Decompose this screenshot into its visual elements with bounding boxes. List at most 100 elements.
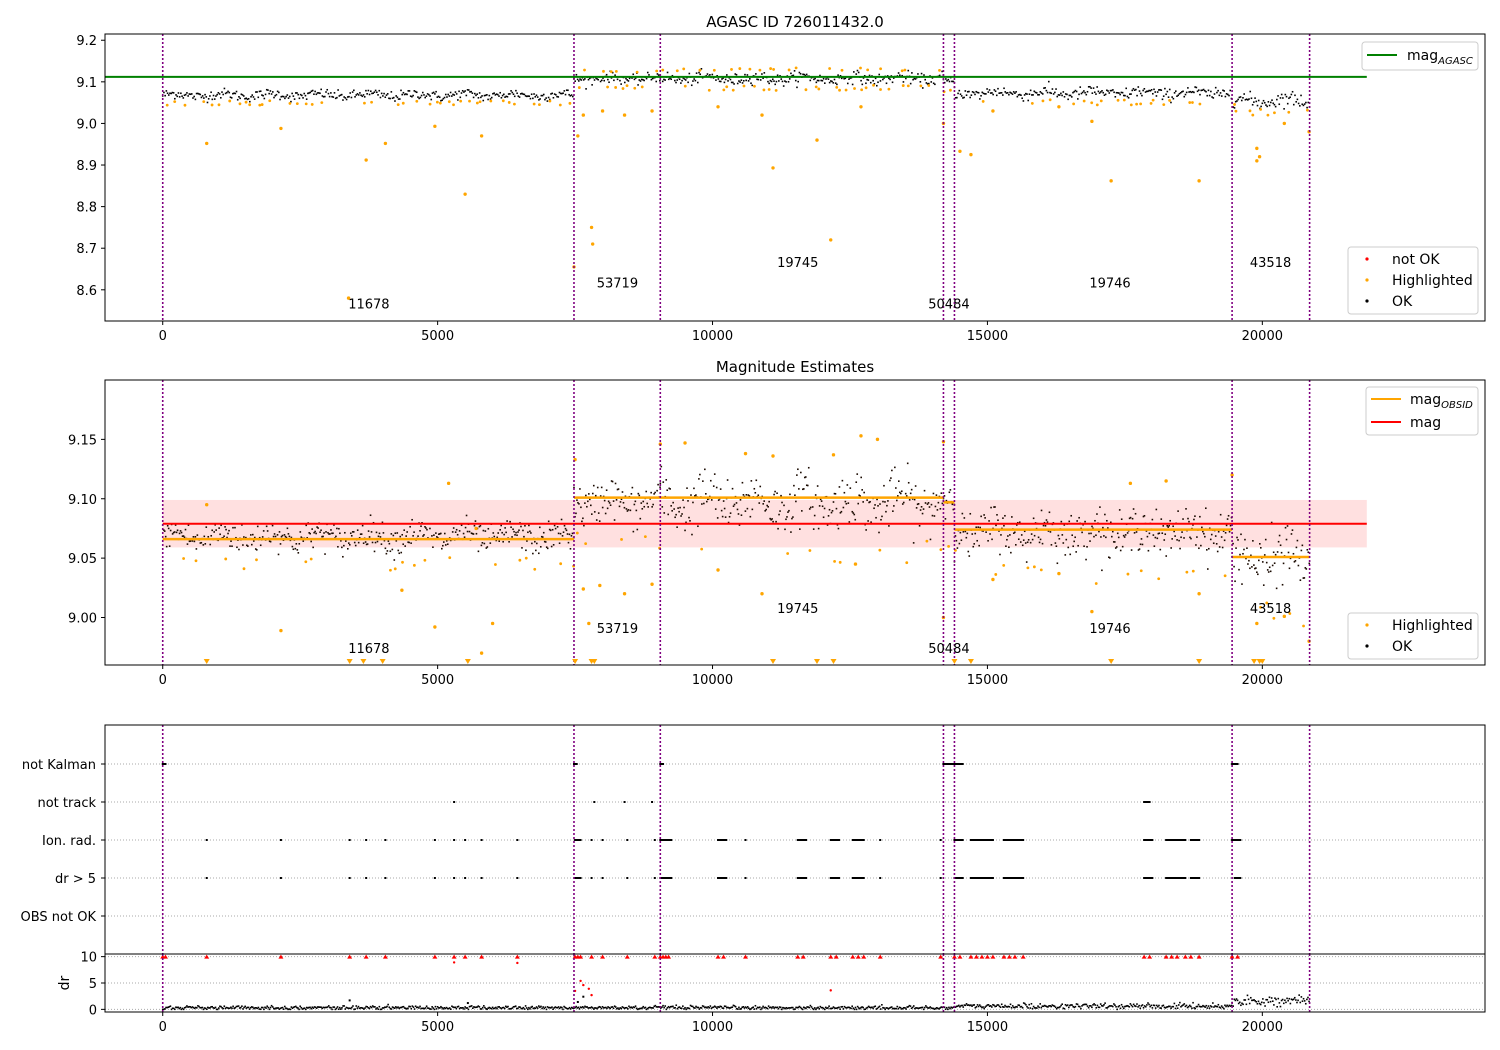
ok-point <box>411 518 413 521</box>
dr-point <box>911 1006 914 1009</box>
flag-point <box>1170 877 1173 879</box>
ok-point <box>1008 93 1010 96</box>
highlighted-point <box>1302 624 1305 628</box>
dr-point <box>459 1007 462 1009</box>
highlighted-point <box>194 559 198 563</box>
ok-point <box>806 484 809 487</box>
ok-point <box>1188 520 1190 523</box>
ok-point <box>408 90 411 92</box>
dr-point <box>1081 1005 1083 1007</box>
ok-point <box>332 96 335 98</box>
flag-point <box>986 839 989 841</box>
ok-point <box>1228 530 1231 533</box>
dr-point <box>732 1004 735 1007</box>
ok-point <box>1070 96 1073 98</box>
flag-point <box>1191 877 1194 879</box>
ok-point <box>1157 532 1160 535</box>
dr-point <box>539 1006 541 1009</box>
dr-point <box>1098 1006 1101 1009</box>
ok-point <box>1112 541 1115 543</box>
dr-point <box>369 1005 372 1008</box>
dr-clipped-marker <box>1020 954 1026 959</box>
dr-point <box>220 1005 222 1008</box>
ok-point <box>561 92 563 95</box>
ok-point <box>510 526 512 529</box>
dr-point <box>428 1007 430 1010</box>
ok-point <box>1177 94 1180 97</box>
dr-point <box>586 1006 588 1008</box>
ok-point <box>631 77 633 79</box>
dr-point <box>706 1007 708 1009</box>
dr-point <box>400 1006 403 1009</box>
flag-point <box>1018 839 1021 841</box>
ok-point <box>740 79 743 81</box>
ok-point <box>1166 90 1169 93</box>
dr-point <box>536 1007 539 1009</box>
highlighted-point <box>814 85 818 89</box>
flag-point <box>664 877 667 879</box>
ok-point <box>473 524 476 527</box>
flag-point <box>960 839 963 841</box>
ok-point <box>1217 530 1220 533</box>
ok-point <box>1284 93 1287 96</box>
ok-point <box>192 97 194 99</box>
ok-point <box>361 95 364 98</box>
dr-point <box>996 1004 999 1006</box>
highlighted-point <box>1273 111 1276 115</box>
ok-point <box>500 96 503 99</box>
dr-point <box>1267 1001 1270 1004</box>
highlighted-point <box>433 625 437 629</box>
highlighted-point <box>309 557 313 561</box>
dr-point <box>1237 1002 1240 1005</box>
flag-point <box>969 839 972 841</box>
dr-point <box>972 1004 974 1006</box>
dr-point <box>601 1005 604 1008</box>
ok-point <box>847 502 850 504</box>
dr-point <box>1216 1005 1219 1008</box>
dr-point <box>1302 997 1305 1000</box>
ok-point <box>637 84 639 86</box>
dr-point <box>839 1008 841 1010</box>
ok-point <box>423 94 425 96</box>
ok-point <box>625 77 627 80</box>
flag-point <box>954 763 957 765</box>
ok-point <box>1173 530 1175 533</box>
ok-point <box>878 531 880 534</box>
dr-point <box>1066 1004 1069 1006</box>
ok-point <box>724 516 727 518</box>
ok-point <box>524 95 527 97</box>
dr-point <box>1191 1007 1193 1010</box>
ok-point <box>1009 91 1011 94</box>
ok-point <box>745 79 747 82</box>
ok-point <box>1168 88 1171 91</box>
highlighted-point <box>389 568 392 572</box>
dr-point <box>1074 1005 1077 1008</box>
ok-point <box>499 91 501 94</box>
flag-point <box>982 877 985 879</box>
dr-point <box>191 1006 194 1008</box>
dr-point <box>1095 1006 1098 1009</box>
dr-point <box>753 1008 756 1010</box>
ok-point <box>541 94 544 97</box>
dr-point <box>476 1006 479 1008</box>
obsid-label: 43518 <box>1250 602 1291 617</box>
flag-point <box>660 877 663 879</box>
ok-point <box>551 92 554 95</box>
ok-point <box>500 524 502 527</box>
dr-point <box>235 1005 238 1008</box>
ok-point <box>219 96 222 99</box>
ok-point <box>1013 532 1015 535</box>
ok-point <box>564 527 567 530</box>
dr-point <box>1044 1005 1047 1007</box>
dr-point <box>1061 1003 1064 1005</box>
ok-point <box>860 79 862 82</box>
ok-point <box>382 532 385 534</box>
highlighted-point <box>518 558 522 562</box>
dr-point <box>532 1007 535 1010</box>
dr-point <box>981 1006 983 1009</box>
flag-point <box>803 839 806 841</box>
ok-point <box>229 545 231 547</box>
dr-point <box>705 1006 707 1008</box>
ok-point <box>1234 100 1237 103</box>
dr-point <box>305 1006 308 1009</box>
